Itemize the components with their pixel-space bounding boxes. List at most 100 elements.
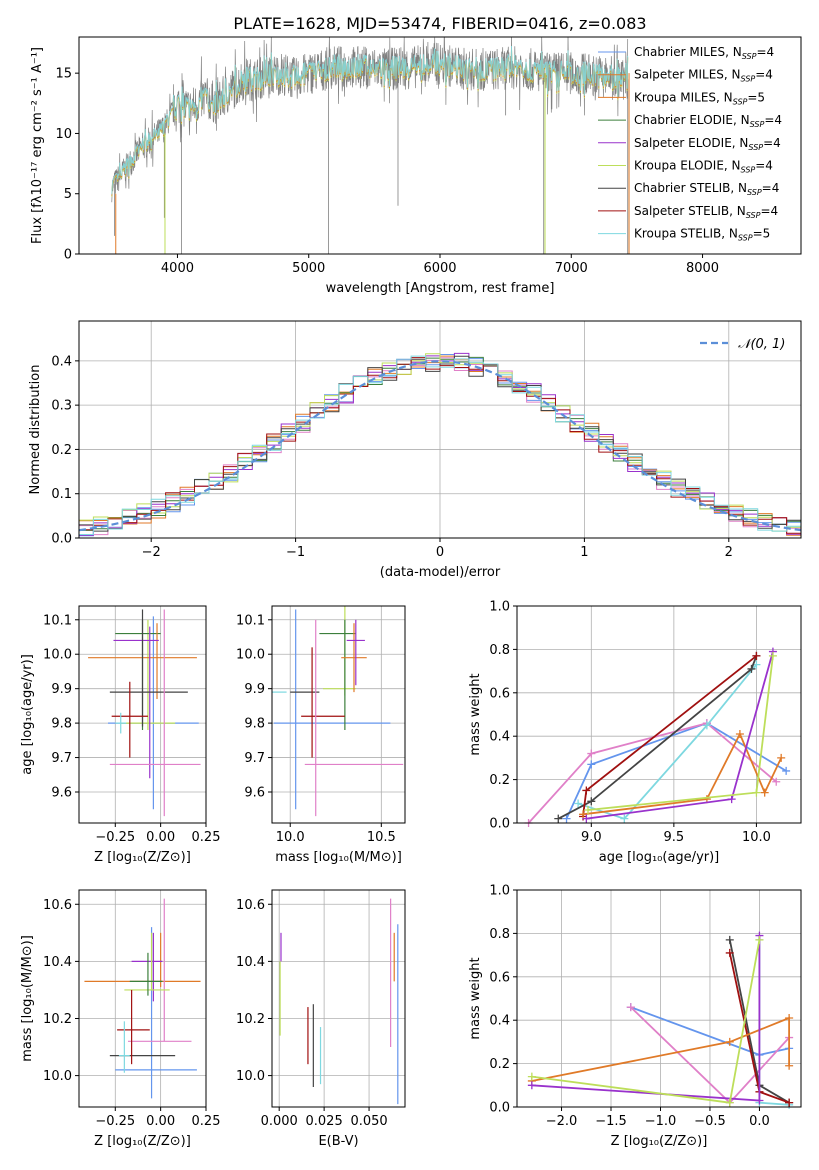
- x-tick-label: 9.5: [664, 830, 685, 845]
- legend-entry: Salpeter STELIB, NSSP=4: [634, 204, 778, 220]
- weight-marker: [725, 1098, 734, 1107]
- weight-marker: [755, 935, 764, 944]
- y-tick-label: 0.0: [51, 532, 72, 547]
- plot-area: [527, 931, 794, 1109]
- y-tick-label: 10.0: [43, 1069, 72, 1084]
- axes-frame: [78, 605, 207, 824]
- legend-entry: Chabrier ELODIE, NSSP=4: [634, 113, 782, 129]
- legend-entry: Chabrier STELIB, NSSP=4: [634, 181, 779, 197]
- y-tick-label: 0.4: [51, 354, 72, 369]
- y-axis-label: Flux [fλ10⁻¹⁷ erg cm⁻² s⁻¹ A⁻¹]: [30, 47, 45, 244]
- x-tick-label: 6000: [423, 261, 456, 276]
- y-tick-label: 9.6: [51, 786, 72, 801]
- panel-residuals: −2 −1 0 1 2 0.0 0.1 0.2 0.3 0.4 (data-model)/error…: [28, 320, 802, 580]
- legend-entry: Kroupa STELIB, NSSP=5: [634, 227, 770, 243]
- y-axis-label: mass weight: [468, 957, 483, 1039]
- y-tick-label: 10.6: [236, 898, 265, 913]
- x-tick-label: 0.000: [261, 1114, 298, 1129]
- x-tick-label: 1: [580, 545, 588, 560]
- legend-entry: 𝒩(0, 1): [738, 337, 785, 352]
- y-tick-label: 10.1: [43, 613, 72, 628]
- y-tick-label: 10.6: [43, 898, 72, 913]
- x-tick-label: 0.25: [192, 830, 221, 845]
- weight-marker: [587, 760, 596, 769]
- panel-Z-mass: −0.25 0.00 0.25 10.0 10.2 10.4 10.6 Z [log₁₀(Z/…: [20, 889, 221, 1149]
- y-tick-label: 0.1: [51, 487, 72, 502]
- weight-marker: [587, 797, 596, 806]
- weight-marker: [755, 1096, 764, 1105]
- x-tick-label: 0: [436, 545, 444, 560]
- x-tick-label: −0.25: [95, 830, 135, 845]
- panel-Z-weight: −2.0 −1.5 −1.0 −0.5 0.0 0.0 0.2 0.4 0.6 0.8 1.0 Z […: [468, 884, 802, 1149]
- panel-mass-age: 10.0 10.5 9.6 9.7 9.8 9.9 10.0 10.1 mass [log₁₀(…: [236, 605, 406, 865]
- x-tick-label: 0.0: [749, 1114, 770, 1129]
- y-tick-label: 15: [55, 67, 72, 82]
- x-tick-label: 0.25: [192, 1114, 221, 1129]
- residual-histogram: [79, 355, 801, 537]
- y-tick-label: 0.2: [489, 773, 510, 788]
- weight-marker: [725, 1037, 734, 1046]
- spectrum-legend: Chabrier MILES, NSSP=4 Salpeter MILES, NS…: [598, 45, 782, 243]
- weight-marker: [785, 1061, 794, 1070]
- weight-marker: [777, 753, 786, 762]
- axes-frame: [271, 889, 406, 1108]
- weight-marker: [782, 766, 791, 775]
- plot-area: [272, 606, 404, 817]
- x-axis-label: (data-model)/error: [380, 565, 501, 580]
- x-tick-label: 0.00: [146, 830, 175, 845]
- y-tick-label: 10.2: [236, 1012, 265, 1027]
- legend-entry: Chabrier MILES, NSSP=4: [634, 45, 774, 61]
- y-tick-label: 0.2: [489, 1057, 510, 1072]
- y-tick-label: 9.7: [51, 751, 72, 766]
- weight-marker: [725, 935, 734, 944]
- weight-marker: [620, 814, 629, 823]
- weight-line: [582, 731, 783, 816]
- panel-age-weight: 9.0 9.5 10.0 0.0 0.2 0.4 0.6 0.8 1.0 age [log₁₀(a…: [468, 600, 802, 865]
- x-axis-label: age [log₁₀(age/yr)]: [599, 850, 720, 865]
- y-tick-label: 1.0: [489, 600, 510, 615]
- x-tick-label: 9.0: [581, 830, 602, 845]
- plot-area: [111, 37, 630, 254]
- y-axis-label: mass [log₁₀(M/M⊙)]: [20, 935, 35, 1062]
- weight-marker: [747, 664, 756, 673]
- legend-entry: Salpeter ELODIE, NSSP=4: [634, 136, 781, 152]
- y-tick-label: 5: [64, 187, 72, 202]
- y-tick-label: 9.9: [244, 682, 265, 697]
- weight-marker: [785, 1098, 794, 1107]
- x-tick-label: −2: [142, 545, 161, 560]
- weight-marker: [752, 651, 761, 660]
- plot-area: [279, 898, 399, 1105]
- weight-marker: [554, 814, 563, 823]
- y-tick-label: 0.4: [489, 1014, 510, 1029]
- x-tick-label: −0.5: [694, 1114, 726, 1129]
- y-tick-label: 0.0: [489, 1101, 510, 1116]
- panel-spectrum: 4000 5000 6000 7000 8000 0 5 10 15 wavelength [An…: [30, 36, 802, 296]
- x-tick-label: −1.5: [595, 1114, 627, 1129]
- weight-marker: [727, 795, 736, 804]
- weight-marker: [527, 1072, 536, 1081]
- y-tick-label: 0.8: [489, 643, 510, 658]
- weight-line: [527, 722, 777, 824]
- weight-line: [557, 655, 758, 820]
- x-tick-label: −0.25: [95, 1114, 135, 1129]
- y-tick-label: 0: [64, 248, 72, 263]
- y-tick-label: 0.8: [489, 927, 510, 942]
- axes-frame: [516, 889, 802, 1108]
- plot-area: [524, 647, 791, 827]
- y-tick-label: 10.0: [43, 648, 72, 663]
- y-tick-label: 10.4: [43, 955, 72, 970]
- weight-marker: [562, 814, 571, 823]
- axes-frame: [78, 889, 207, 1108]
- y-tick-label: 10.0: [236, 1069, 265, 1084]
- figure-title: PLATE=1628, MJD=53474, FIBERID=0416, z=0…: [233, 14, 646, 33]
- y-tick-label: 1.0: [489, 884, 510, 899]
- y-tick-label: 9.8: [51, 717, 72, 732]
- x-tick-label: 10.0: [276, 830, 305, 845]
- weight-marker: [785, 1014, 794, 1023]
- observed-spectrum: [111, 37, 629, 203]
- y-axis-label: mass weight: [468, 673, 483, 755]
- y-tick-label: 10.1: [236, 613, 265, 628]
- weight-line: [577, 664, 758, 820]
- y-tick-label: 10.4: [236, 955, 265, 970]
